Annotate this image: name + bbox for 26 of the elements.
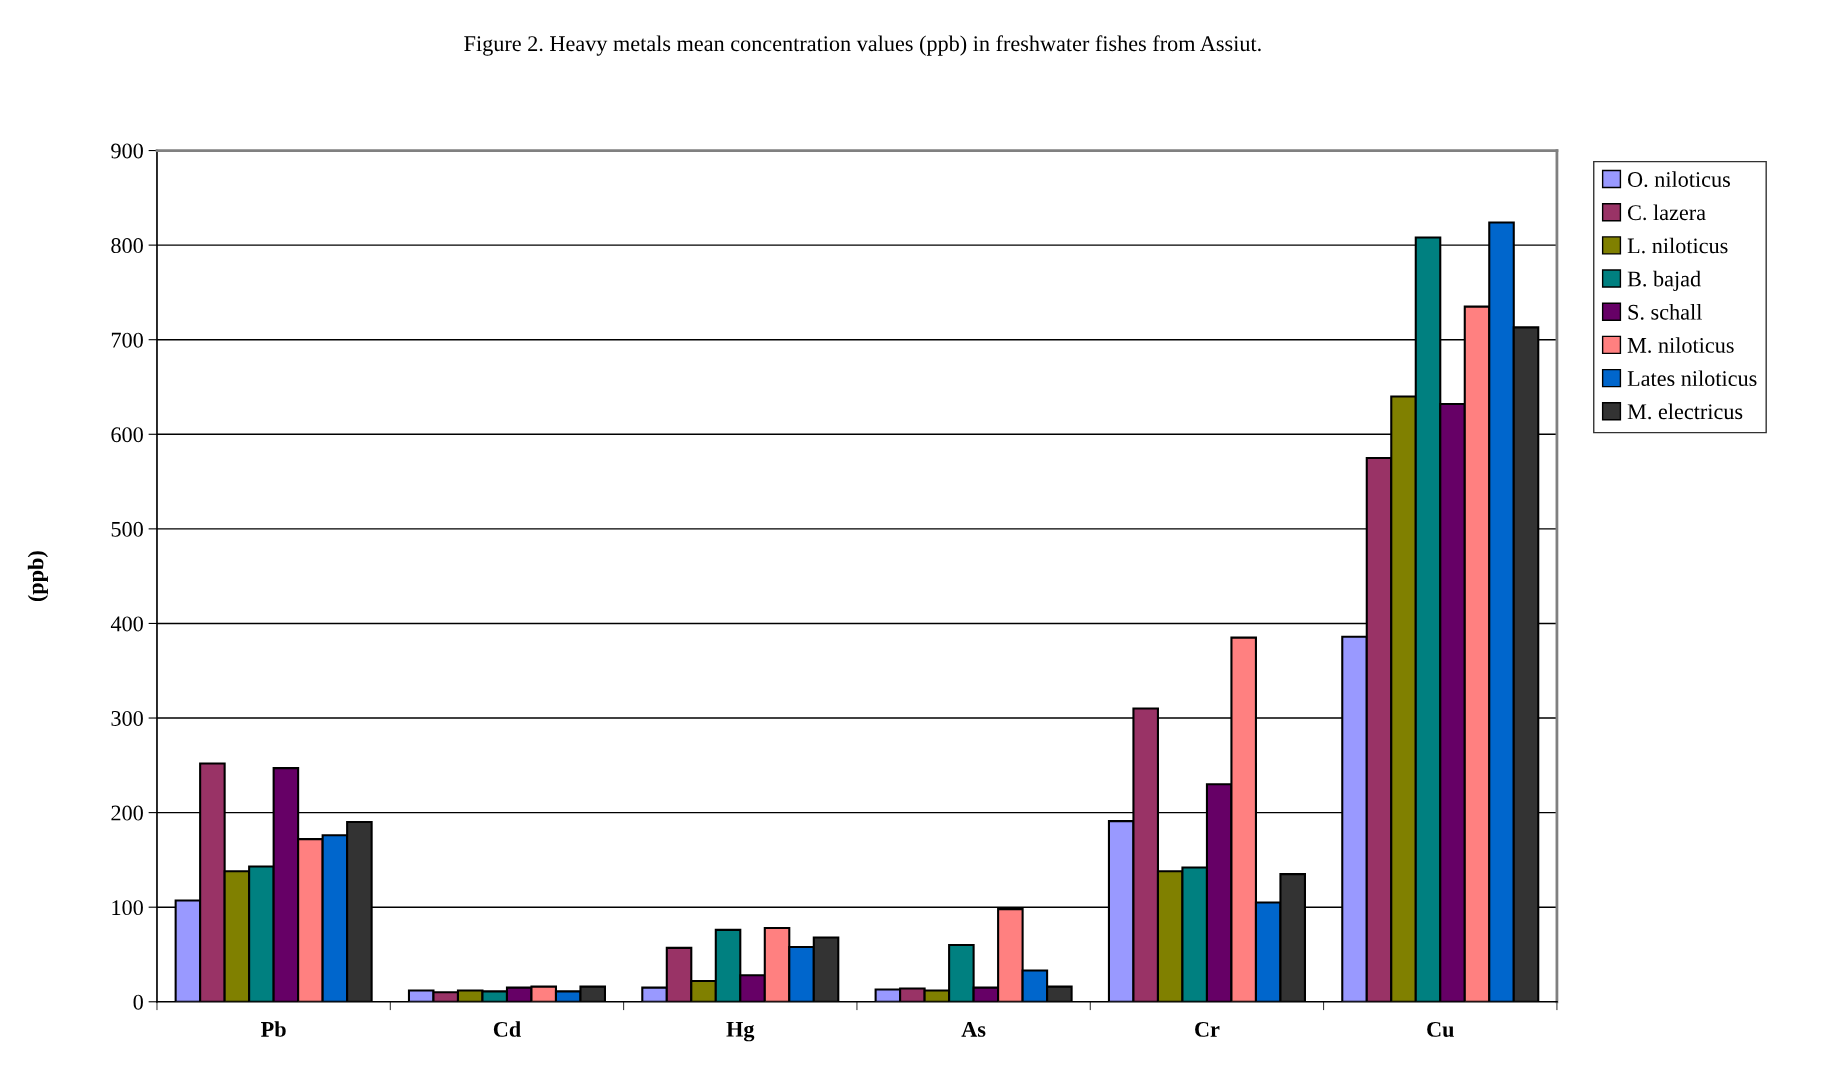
x-tick-label: As (961, 1021, 986, 1037)
x-tick-label: Cu (1427, 1021, 1454, 1037)
y-tick-label: 300 (111, 710, 143, 726)
y-tick-label: 200 (111, 805, 143, 821)
legend-label: C. lazera (1627, 204, 1706, 221)
x-tick-label: Pb (261, 1021, 286, 1037)
x-tick-label: Cr (1195, 1021, 1220, 1037)
y-tick-label: 600 (111, 427, 143, 443)
x-tick-label: Cd (493, 1021, 521, 1037)
legend-label: B. bajad (1627, 270, 1701, 292)
y-tick-label: 500 (111, 521, 143, 537)
y-tick-label: 700 (111, 332, 143, 348)
y-tick-label: 0 (133, 994, 143, 1010)
y-tick-label: 400 (110, 616, 143, 632)
legend-label: M. electricus (1627, 403, 1743, 420)
y-tick-label: 800 (111, 238, 143, 254)
y-tick-label: 900 (111, 143, 143, 159)
legend-label: O. niloticus (1627, 171, 1730, 188)
chart-title: Figure 2. Heavy metals mean concentration values (ppb) in freshwater fishes from Assiut. (464, 35, 1261, 56)
legend-label: M. niloticus (1627, 337, 1734, 353)
legend-label: L. niloticus (1627, 237, 1728, 254)
x-tick-label: Hg (726, 1021, 755, 1042)
y-tick-label: 100 (112, 900, 143, 916)
legend-label: S. schall (1628, 304, 1702, 320)
legend-label: Lates niloticus (1627, 370, 1757, 387)
y-axis-title: (ppb) (27, 551, 48, 602)
